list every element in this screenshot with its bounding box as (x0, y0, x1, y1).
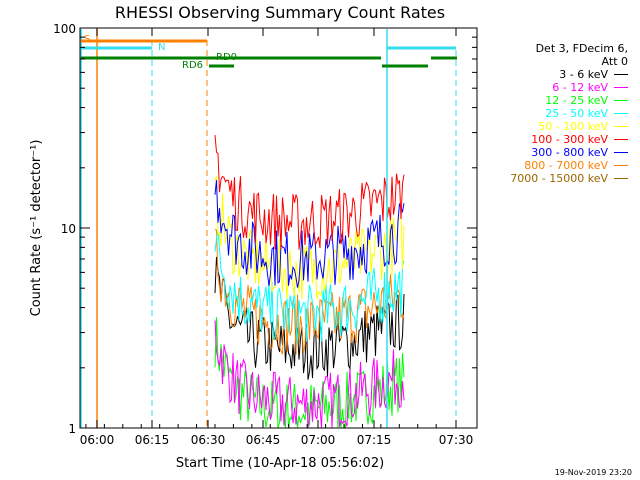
flag-label-s: S (84, 34, 90, 45)
chart-title: RHESSI Observing Summary Count Rates (115, 3, 445, 22)
legend-swatch (614, 165, 628, 166)
legend-label: 50 - 100 keV (538, 120, 608, 133)
legend-item: 25 - 50 keV (545, 107, 628, 120)
y-tick-label: 1 (68, 422, 76, 436)
x-tick-label: 07:15 (357, 433, 392, 447)
legend-header-line-1: Det 3, FDecim 6, (535, 42, 628, 55)
flag-label-rd0: RD0 (216, 52, 237, 63)
series-line (214, 135, 405, 250)
legend-swatch (614, 74, 628, 75)
x-tick-label: 06:30 (191, 433, 226, 447)
legend-label: 12 - 25 keV (545, 94, 608, 107)
footer-date: 19-Nov-2019 23:20 (555, 468, 632, 477)
legend-swatch (614, 152, 628, 153)
x-tick-label: 07:30 (439, 433, 474, 447)
x-tick-label: 06:15 (135, 433, 170, 447)
x-tick-label: 06:00 (80, 433, 115, 447)
legend-item: 12 - 25 keV (545, 94, 628, 107)
legend-item: 50 - 100 keV (538, 120, 628, 133)
legend-swatch (614, 113, 628, 114)
flag-label-n: N (158, 42, 165, 53)
legend-header-line-2: Att 0 (601, 55, 628, 68)
y-tick-label: 10 (61, 222, 76, 236)
legend-swatch (614, 87, 628, 88)
legend-swatch (614, 139, 628, 140)
series-line (214, 175, 405, 300)
x-axis-label: Start Time (10-Apr-18 05:56:02) (176, 456, 384, 471)
x-tick-label: 06:45 (246, 433, 281, 447)
flag-layer: S N RD0 RD6 (80, 29, 457, 428)
series-line (214, 180, 405, 288)
legend-label: 7000 - 15000 keV (510, 172, 608, 185)
legend-swatch (614, 100, 628, 101)
legend-item: 3 - 6 keV (559, 68, 628, 81)
legend-item: 300 - 800 keV (531, 146, 628, 159)
data-layer (214, 135, 405, 429)
x-tick-label: 07:00 (301, 433, 336, 447)
legend-swatch (614, 178, 628, 179)
series-line (214, 320, 405, 429)
legend-label: 100 - 300 keV (531, 133, 608, 146)
legend-label: 800 - 7000 keV (524, 159, 608, 172)
flag-label-rd6: RD6 (182, 60, 203, 71)
legend-label: 3 - 6 keV (559, 68, 608, 81)
legend-item: 800 - 7000 keV (524, 159, 628, 172)
y-axis-label: Count Rate (s⁻¹ detector⁻¹) (29, 140, 44, 317)
legend-swatch (614, 126, 628, 127)
series-line (214, 228, 405, 355)
legend-label: 6 - 12 keV (552, 81, 608, 94)
legend-item: 100 - 300 keV (531, 133, 628, 146)
series-line (214, 230, 405, 344)
legend-item: 7000 - 15000 keV (510, 172, 628, 185)
axis-layer: 06:00 06:15 06:30 06:45 07:00 07:15 07:30 1 10 10… (53, 22, 477, 447)
y-tick-label: 100 (53, 22, 76, 36)
legend-label: 25 - 50 keV (545, 107, 608, 120)
legend-item: 6 - 12 keV (552, 81, 628, 94)
legend-label: 300 - 800 keV (531, 146, 608, 159)
